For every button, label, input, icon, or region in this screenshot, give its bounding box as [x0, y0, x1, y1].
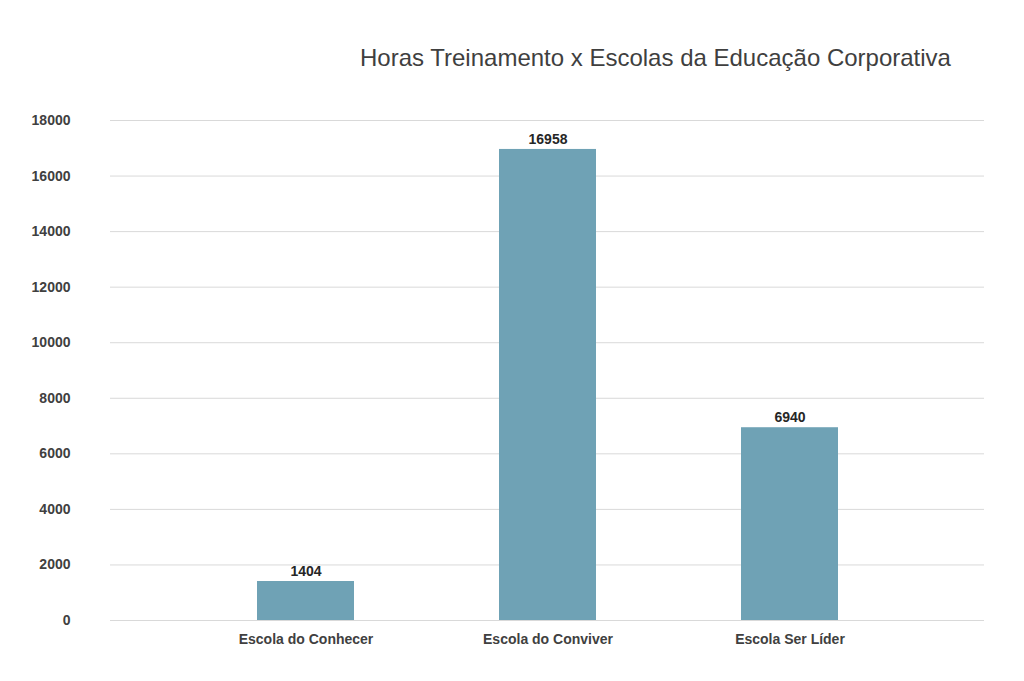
svg-text:1404: 1404 — [290, 563, 321, 579]
svg-text:14000: 14000 — [32, 223, 71, 239]
svg-text:4000: 4000 — [39, 501, 70, 517]
svg-text:18000: 18000 — [32, 112, 71, 128]
svg-text:10000: 10000 — [32, 334, 71, 350]
svg-text:Escola Ser Líder: Escola Ser Líder — [735, 631, 845, 647]
svg-text:6000: 6000 — [39, 445, 70, 461]
svg-text:Escola do Conviver: Escola do Conviver — [483, 631, 613, 647]
svg-text:2000: 2000 — [39, 556, 70, 572]
svg-text:6940: 6940 — [774, 409, 805, 425]
svg-text:Escola do Conhecer: Escola do Conhecer — [239, 631, 374, 647]
svg-text:16958: 16958 — [529, 131, 568, 147]
html-text:Horas Treinamento x Escolas da: Horas Treinamento x Escolas da Educação … — [360, 44, 951, 71]
svg-text:0: 0 — [63, 612, 71, 628]
svg-text:12000: 12000 — [32, 279, 71, 295]
svg-text:8000: 8000 — [39, 390, 70, 406]
svg-text:16000: 16000 — [32, 168, 71, 184]
